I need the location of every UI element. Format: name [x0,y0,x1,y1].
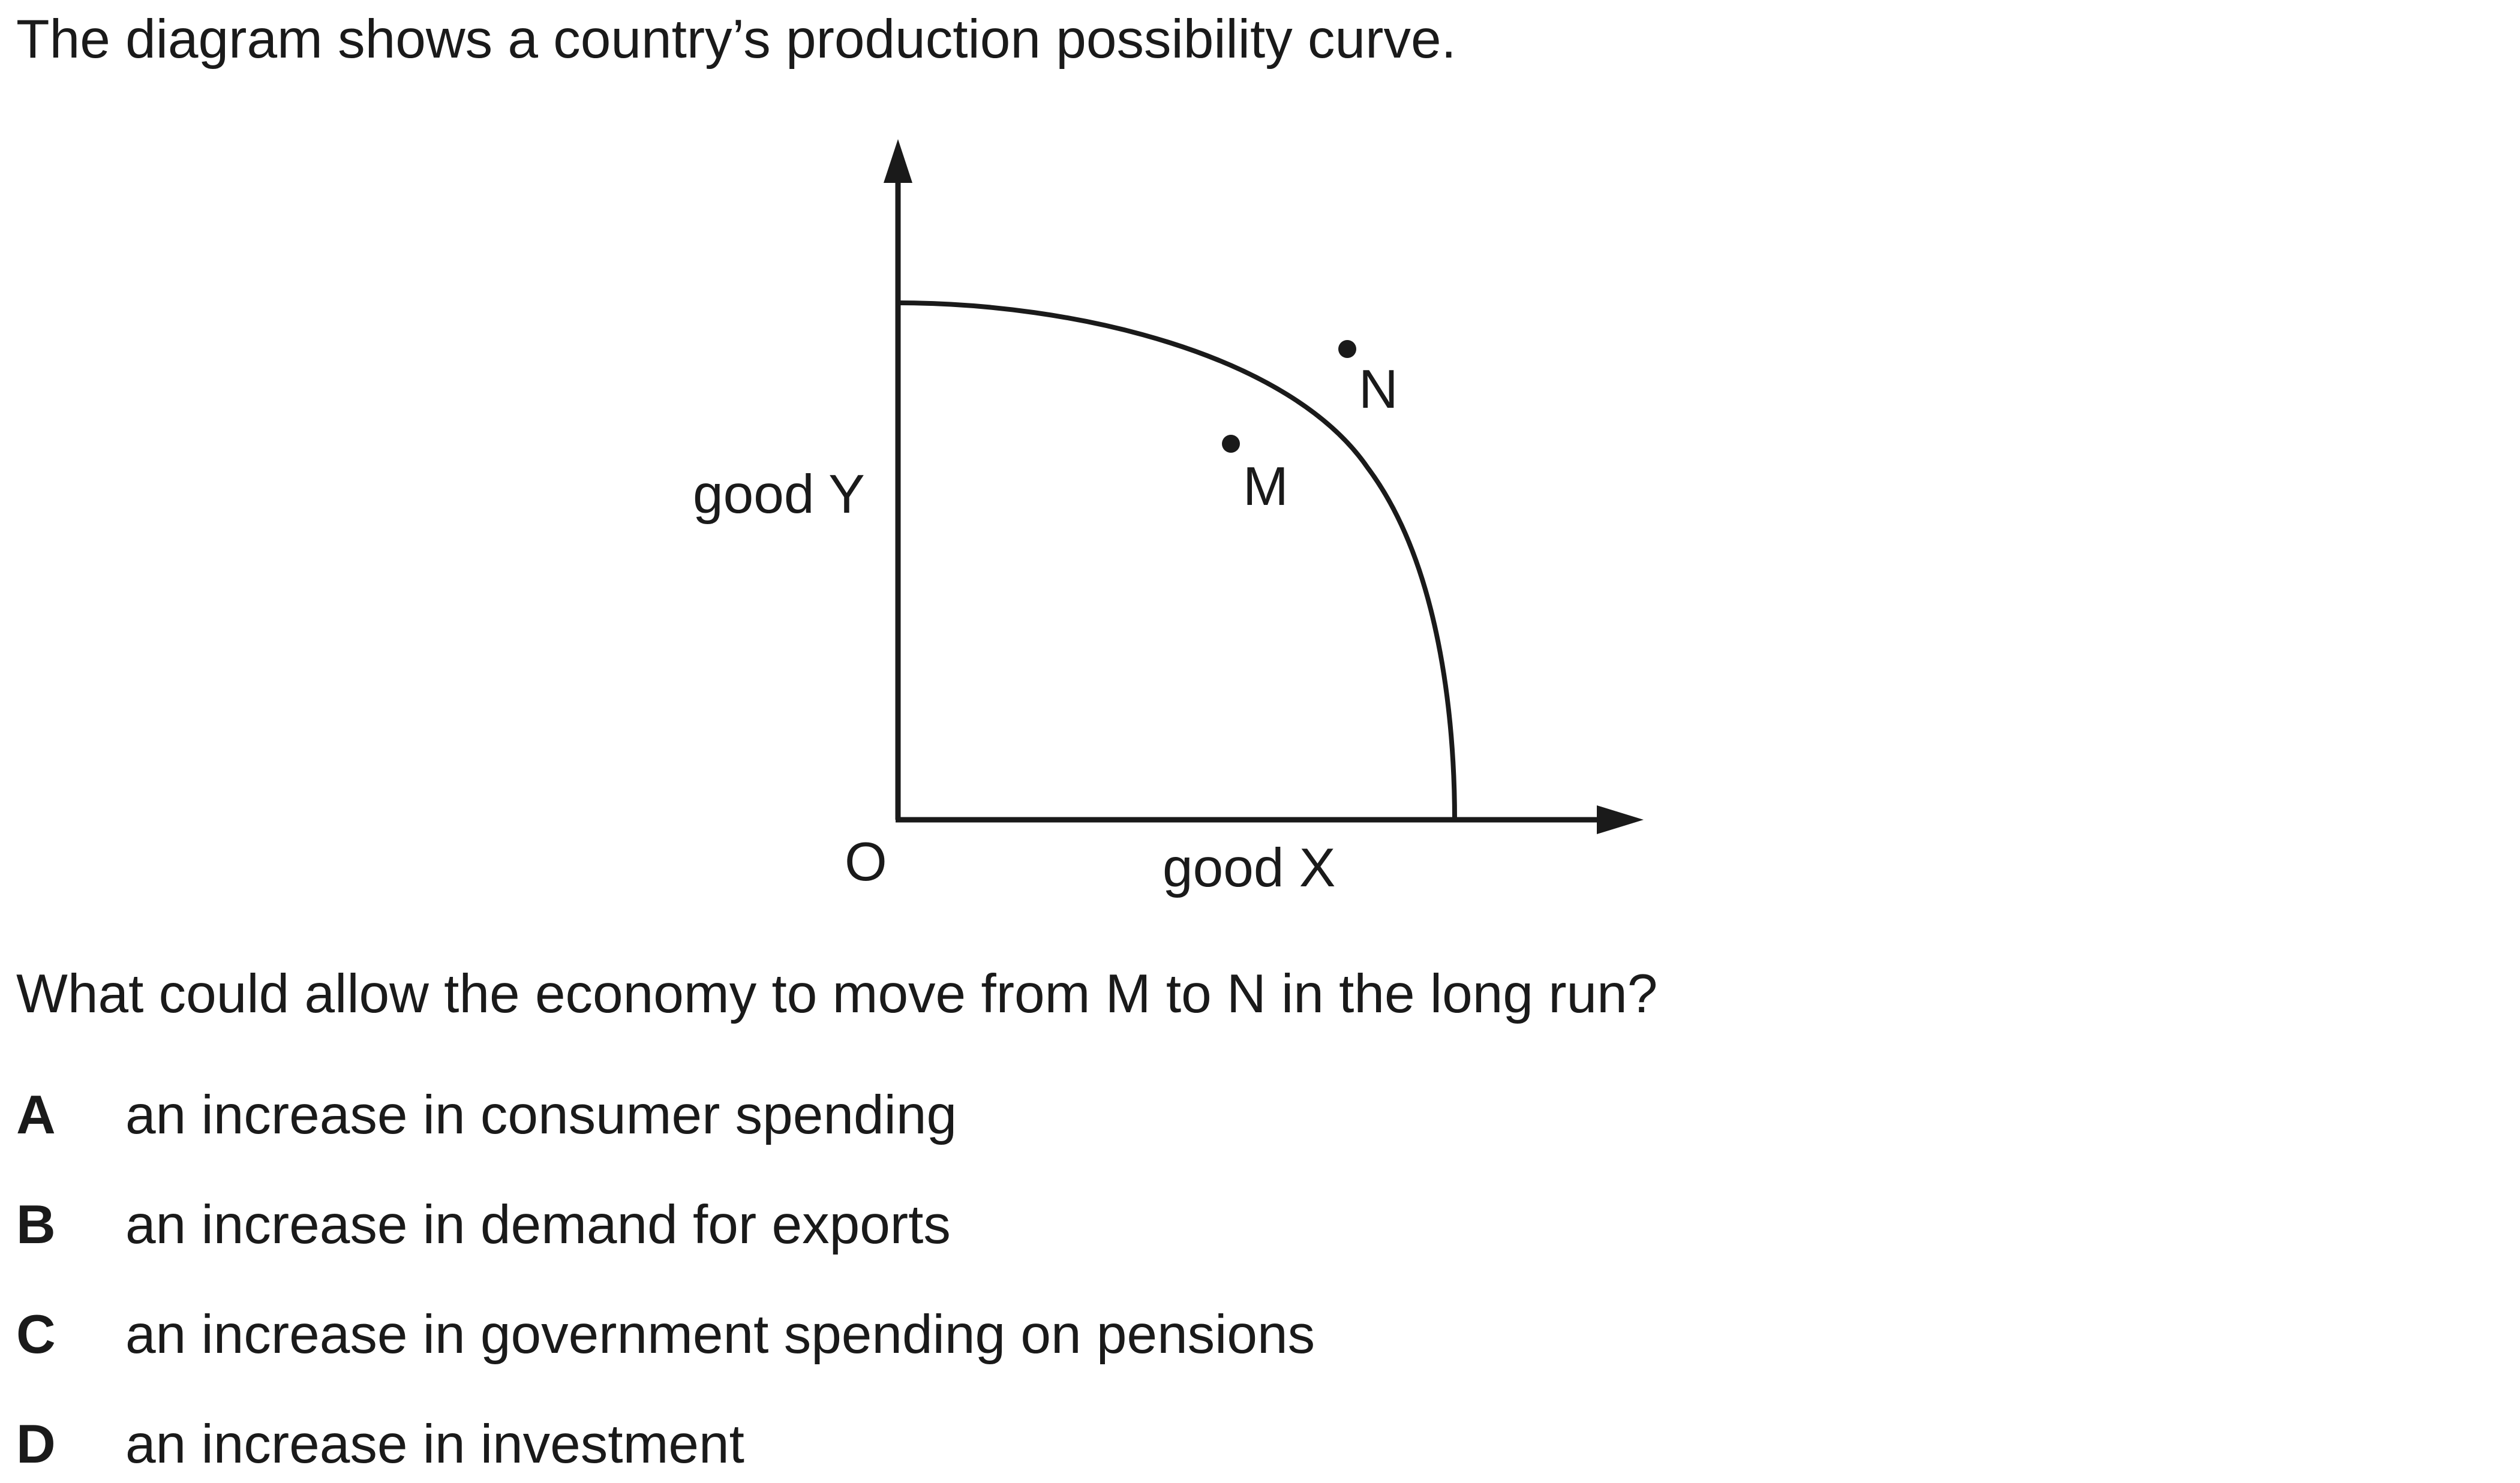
option-letter: B [16,1195,56,1255]
option-text: an increase in demand for exports [125,1195,951,1255]
point-m-label: M [1243,456,1288,517]
question-text: What could allow the economy to move fro… [16,964,1658,1024]
point-m-dot [1222,435,1240,453]
origin-label: O [845,832,887,892]
option-letter: C [16,1304,56,1365]
option-letter: A [16,1085,56,1145]
point-n-label: N [1359,359,1398,420]
x-axis-arrowhead [1597,805,1644,834]
option-text: an increase in consumer spending [125,1085,957,1145]
intro-text: The diagram shows a country’s production… [16,9,1456,70]
option-letter: D [16,1414,56,1475]
option-text: an increase in government spending on pe… [125,1304,1315,1365]
y-axis-label: good Y [693,464,865,525]
point-n-dot [1338,340,1356,358]
ppc-curve [897,300,1457,820]
y-axis-arrowhead [884,139,912,183]
option-text: an increase in investment [125,1414,744,1475]
x-axis-label: good X [1163,838,1335,898]
